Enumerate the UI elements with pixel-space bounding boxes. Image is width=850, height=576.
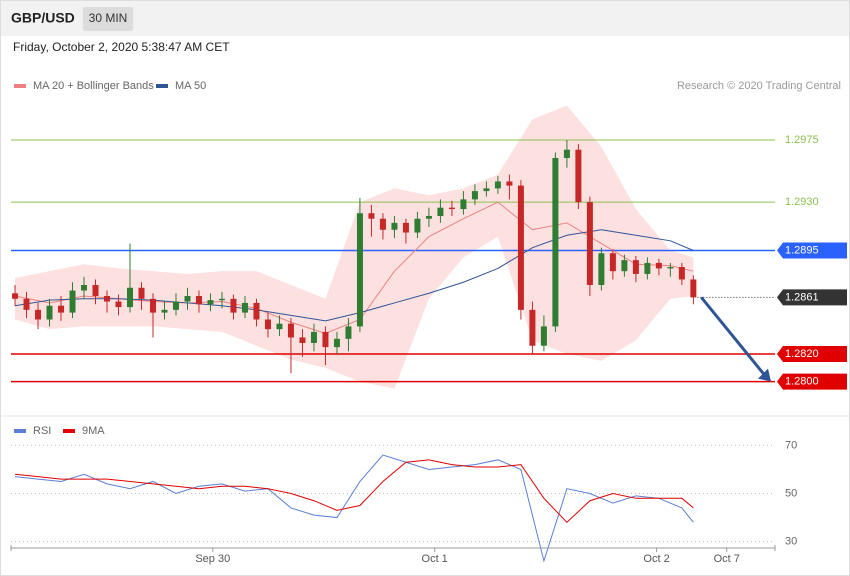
interval-badge[interactable] [83,7,133,31]
legend-label: MA 50 [175,80,206,92]
candle-body [356,213,363,327]
candle-body [138,287,145,299]
candle-body [58,305,65,313]
last-price-label: 1.2861 [785,291,819,303]
level-label-box [777,373,847,390]
candle-body [529,309,536,346]
candle-body [425,215,432,219]
candle-body [563,149,570,158]
candle-body [609,253,616,272]
legend-label: RSI [33,425,51,437]
candle-body [391,222,398,230]
forecast-arrowhead [758,368,771,382]
candle-body [115,301,122,308]
candle-body [506,181,513,186]
candle-body [379,218,386,230]
level-label-box [777,346,847,363]
header-bar [1,1,849,36]
legend-swatch [156,84,168,88]
candle-body [92,284,99,297]
x-tick-label: Oct 2 [643,553,669,565]
candle-body [460,199,467,210]
candle-body [299,337,306,343]
candle-body [575,149,582,203]
timestamp: Friday, October 2, 2020 5:38:47 AM CET [13,40,230,54]
candle-body [161,309,168,313]
candle-body [126,287,133,308]
candle-body [12,293,19,299]
candle-body [437,207,444,216]
candle-body [310,331,317,343]
candle-body [322,331,329,348]
candle-body [276,323,283,330]
candle-body [241,302,248,313]
candle-body [598,253,605,285]
legend-swatch [63,429,75,433]
candle-body [149,298,156,313]
level-label: 1.2820 [785,348,819,360]
candle-body [678,267,685,280]
candle-body [655,262,662,269]
level-label: 1.2800 [785,376,819,388]
bollinger-band [15,105,694,389]
level-label: 1.2930 [785,196,819,208]
candle-body [172,301,179,310]
indicator-line [14,459,694,524]
x-tick-label: Oct 1 [422,553,448,565]
candle-body [540,326,547,346]
candle-body [207,300,214,305]
symbol: GBP/USD [11,10,75,26]
candle-body [644,262,651,274]
x-tick-label: Oct 7 [714,553,740,565]
y-tick-label: 70 [785,439,797,451]
candle-body [287,323,294,338]
interval[interactable]: 30 MIN [89,11,128,25]
candle-body [448,207,455,210]
y-tick-label: 30 [785,536,797,548]
level-label: 1.2895 [785,244,819,256]
candle-body [46,305,53,320]
candle-body [586,202,593,285]
candle-body [230,298,237,313]
candle-body [402,222,409,233]
candle-body [552,157,559,327]
candle-body [632,260,639,274]
candle-body [253,302,260,320]
candle-body [414,218,421,233]
legend-label: 9MA [82,425,105,437]
candle-body [184,296,191,302]
forecast-arrow [700,296,767,377]
last-price-box [777,289,847,306]
candle-body [517,185,524,310]
candle-body [81,284,88,291]
candle-body [333,338,340,348]
candle-body [23,298,30,310]
candle-body [483,188,490,192]
candle-body [368,213,375,219]
legend-label: MA 20 + Bollinger Bands [33,80,154,92]
legend-swatch [14,84,26,88]
level-label-box [777,242,847,259]
candle-body [104,296,111,302]
candle-body [218,298,225,301]
candle-body [69,290,76,313]
x-tick-label: Sep 30 [195,553,230,565]
legend-swatch [14,429,26,433]
indicator-line [14,454,694,563]
candle-body [264,319,271,330]
y-tick-label: 50 [785,487,797,499]
candle-body [621,260,628,272]
candle-body [494,181,501,189]
candle-body [345,326,352,339]
credit: Research © 2020 Trading Central [677,80,841,92]
candle-body [471,191,478,200]
candle-body [690,279,697,298]
level-label: 1.2975 [785,134,819,146]
candle-body [195,296,202,305]
candle-body [667,267,674,269]
candle-body [35,309,42,320]
